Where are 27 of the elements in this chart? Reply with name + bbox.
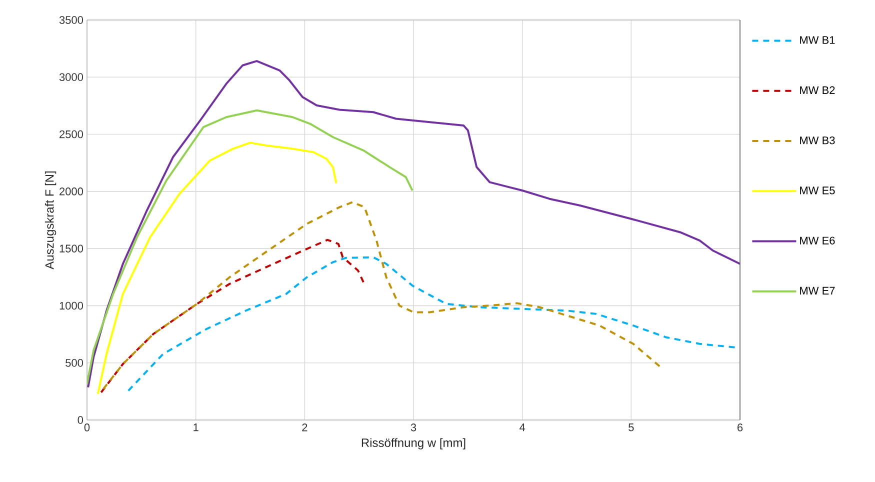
legend-label: MW E5 xyxy=(800,186,835,194)
y-tick-label: 3500 xyxy=(59,16,84,24)
x-tick-label: 5 xyxy=(628,424,634,432)
x-tick-label: 2 xyxy=(302,424,308,432)
y-tick-label: 1500 xyxy=(60,244,84,252)
y-tick-label: 1000 xyxy=(60,302,84,310)
x-tick-label: 4 xyxy=(520,424,526,432)
y-tick-label: 3000 xyxy=(59,73,84,82)
x-tick-label: 3 xyxy=(410,424,416,432)
legend-label: MW B2 xyxy=(800,86,835,94)
y-tick-label: 2000 xyxy=(60,188,84,196)
legend-label: MW E7 xyxy=(800,286,835,294)
y-axis-title: Auszugskraft F [N] xyxy=(44,172,56,270)
line-series xyxy=(87,109,414,385)
line-series xyxy=(87,60,740,388)
x-axis-title: Rissöffnung w [mm] xyxy=(362,438,466,450)
y-tick-label: 2500 xyxy=(60,130,84,138)
y-tick-label: 0 xyxy=(78,416,84,424)
y-tick-label: 500 xyxy=(66,358,84,367)
x-tick-label: 6 xyxy=(738,424,743,432)
legend-label: MW E6 xyxy=(800,236,835,244)
legend-label: MW B3 xyxy=(800,136,835,144)
legend-label: MW B1 xyxy=(800,36,835,44)
line-series xyxy=(100,238,364,394)
x-tick-label: 1 xyxy=(194,424,198,432)
x-tick-label: 0 xyxy=(84,424,90,432)
line-series xyxy=(96,142,338,395)
